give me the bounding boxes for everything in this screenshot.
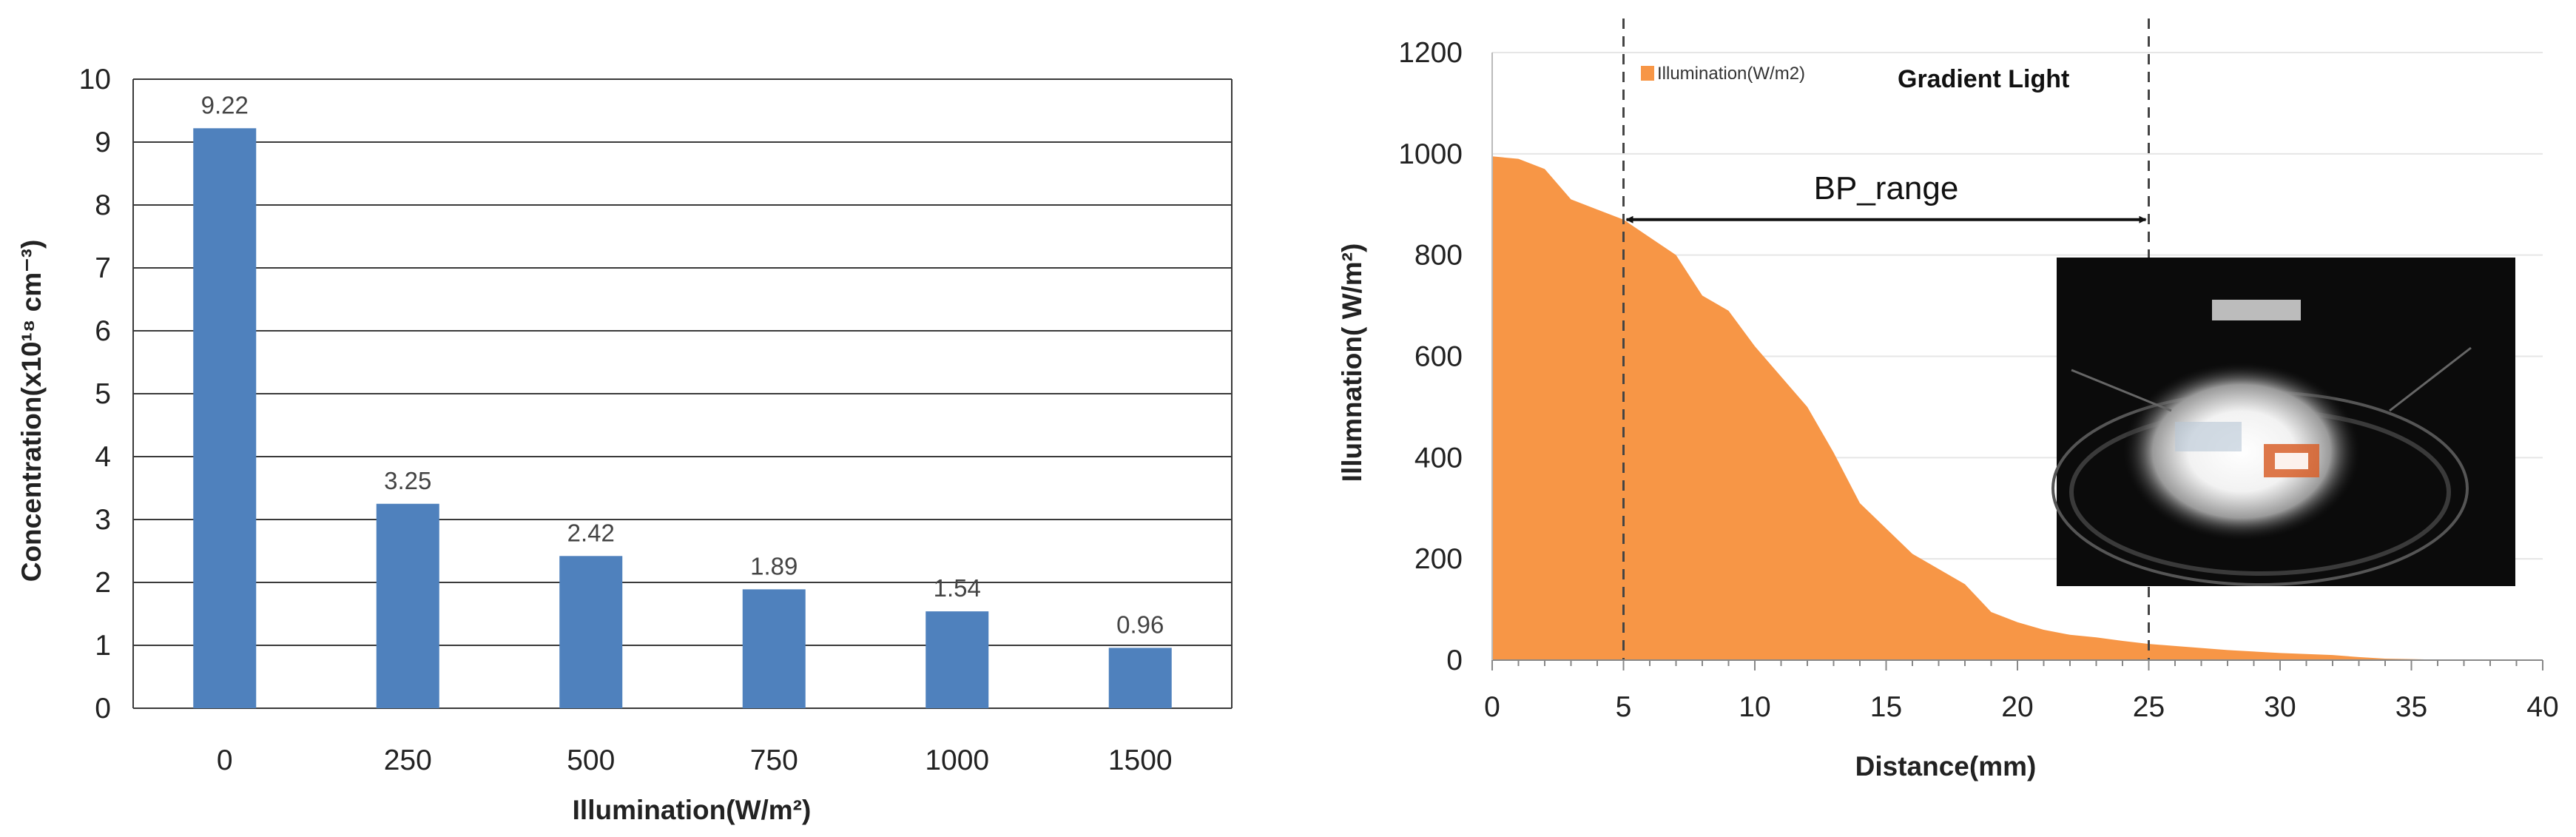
area-chart-y-tick: 1000	[1398, 138, 1463, 170]
area-chart-x-ticks: 0 5 10 15 20 25 30 35 40	[1484, 691, 2559, 723]
area-chart-axes	[1491, 53, 2543, 670]
bar	[559, 556, 623, 708]
area-chart-x-tick: 10	[1739, 691, 1770, 723]
bar-chart-y-tick: 9	[95, 127, 111, 158]
bar	[376, 503, 439, 708]
bar-chart-gridlines	[132, 78, 1233, 709]
bar	[742, 589, 806, 708]
bar-chart-x-tick: 1500	[1108, 744, 1173, 776]
bar-chart-x-tick: 0	[217, 744, 233, 776]
bar	[1108, 648, 1172, 708]
bar	[925, 611, 989, 708]
bar-chart: 9.22 3.25 2.42 1.89 1.54 0.96 0 1 2 3 4 5 6 7 8 9 10 0 2…	[16, 64, 1233, 825]
bp-range-label: BP_range	[1814, 170, 1959, 206]
bar-chart-y-tick: 3	[95, 504, 111, 536]
bar-chart-y-tick: 1	[95, 630, 111, 662]
area-chart-y-tick: 0	[1446, 645, 1463, 676]
area-chart-title: Gradient Light	[1898, 65, 2069, 93]
area-chart-y-tick: 600	[1415, 341, 1463, 373]
inset-photo	[2051, 258, 2515, 586]
area-chart-x-tick: 20	[2001, 691, 2033, 723]
bar	[193, 128, 257, 709]
area-chart-x-tick: 30	[2264, 691, 2296, 723]
bar-chart-y-axis-title: Concentration(x10¹⁸ cm⁻³)	[16, 240, 47, 582]
area-chart-x-tick: 0	[1484, 691, 1500, 723]
bar-chart-y-tick: 10	[79, 64, 111, 95]
area-chart-y-axis-title: Illumnation( W/m²)	[1337, 243, 1367, 483]
area-chart-x-axis-title: Distance(mm)	[1855, 751, 2037, 781]
area-chart-y-ticks: 0 200 400 600 800 1000 1200	[1398, 37, 1463, 676]
legend-label: Illumination(W/m2)	[1657, 64, 1805, 84]
bar-chart-x-tick: 250	[384, 744, 432, 776]
bar-chart-x-tick: 1000	[925, 744, 989, 776]
bar-chart-x-tick: 500	[567, 744, 615, 776]
bar-chart-bars	[193, 128, 1172, 709]
bar-data-label: 1.89	[750, 552, 798, 579]
bar-chart-x-tick: 750	[750, 744, 798, 776]
bar-chart-y-tick: 7	[95, 252, 111, 284]
bar-data-label: 3.25	[384, 467, 431, 494]
area-chart-y-tick: 400	[1415, 442, 1463, 474]
area-chart-y-tick: 200	[1415, 543, 1463, 575]
bar-chart-y-tick: 4	[95, 441, 111, 473]
area-chart-x-tick: 25	[2133, 691, 2165, 723]
bar-data-label: 2.42	[567, 519, 615, 546]
bar-chart-x-axis-title: Illumination(W/m²)	[573, 795, 812, 825]
area-chart-x-tick: 15	[1870, 691, 1902, 723]
area-chart-x-tick: 35	[2395, 691, 2427, 723]
bar-chart-y-tick: 8	[95, 189, 111, 221]
legend-swatch	[1641, 66, 1654, 81]
bar-chart-y-ticks: 0 1 2 3 4 5 6 7 8 9 10	[79, 64, 111, 725]
bar-data-label: 0.96	[1116, 611, 1164, 638]
area-chart-x-tick: 5	[1616, 691, 1632, 723]
area-chart-y-tick: 800	[1415, 240, 1463, 272]
bar-chart-y-tick: 6	[95, 315, 111, 347]
area-chart: 0 200 400 600 800 1000 1200 0 5 10 15 20 25 30 35 40 I…	[1337, 19, 2559, 781]
bar-data-label: 9.22	[201, 91, 249, 118]
bar-data-label: 1.54	[934, 574, 981, 602]
bar-chart-x-ticks: 0 250 500 750 1000 1500	[217, 744, 1173, 776]
bar-chart-y-tick: 2	[95, 567, 111, 599]
area-chart-y-tick: 1200	[1398, 37, 1463, 69]
bar-chart-data-labels: 9.22 3.25 2.42 1.89 1.54 0.96	[201, 91, 1164, 638]
bar-chart-y-tick: 0	[95, 693, 111, 725]
bar-chart-y-tick: 5	[95, 378, 111, 410]
area-chart-x-tick: 40	[2526, 691, 2558, 723]
area-chart-series-illumination	[1492, 156, 2543, 661]
